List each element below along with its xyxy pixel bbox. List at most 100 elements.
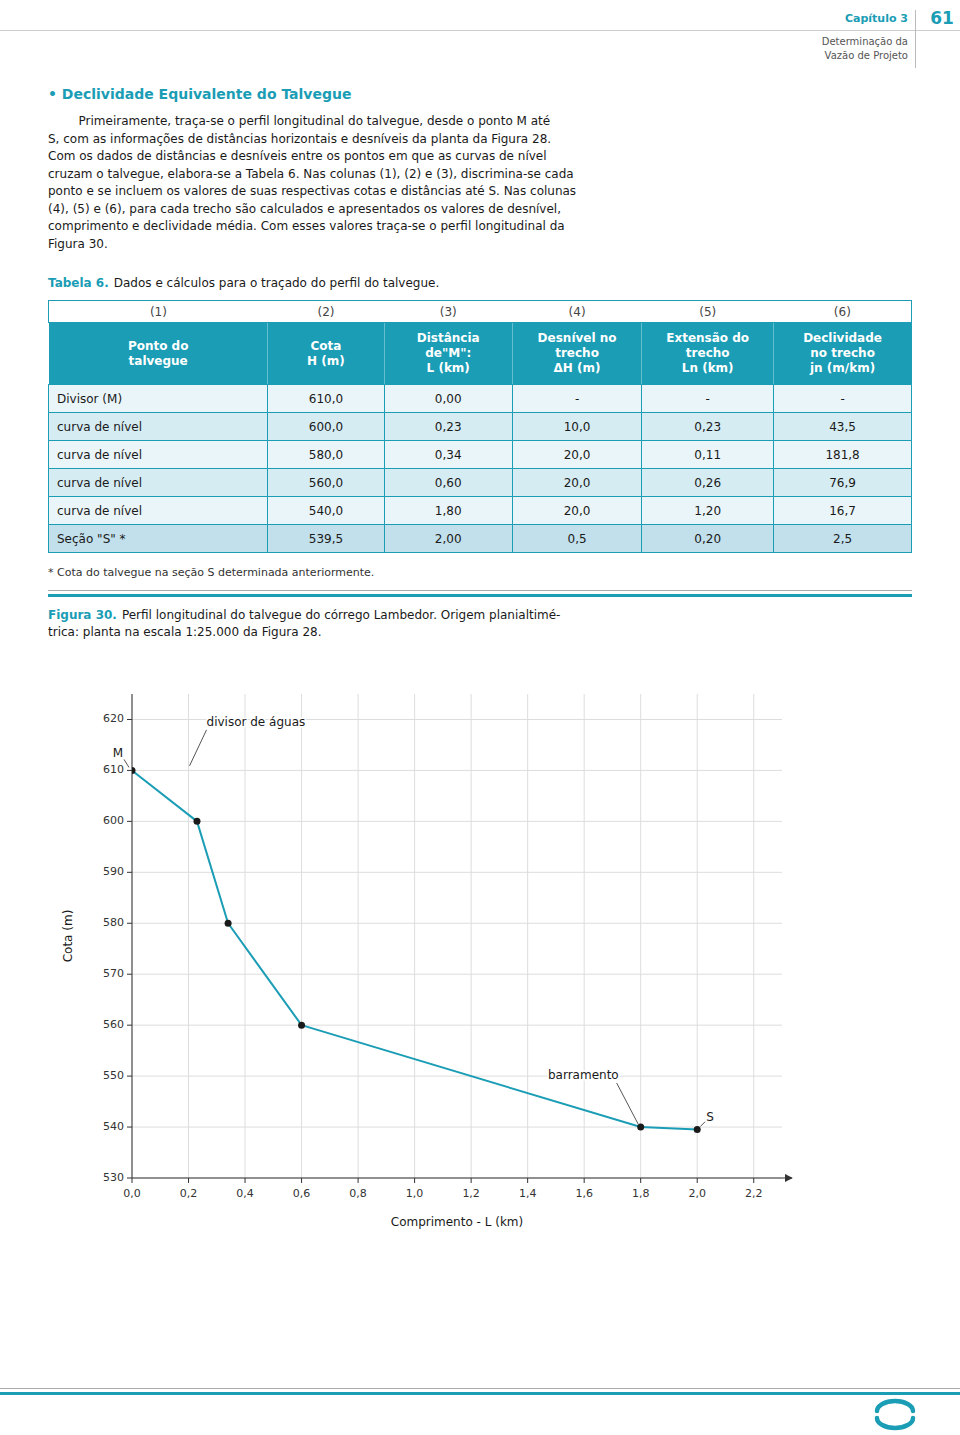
table-cell: Divisor (M) bbox=[49, 385, 268, 413]
column-header: Desnível notrechoΔH (m) bbox=[512, 323, 641, 385]
y-tick bbox=[127, 1025, 132, 1026]
column-header-line: no trecho bbox=[774, 346, 911, 361]
table-caption-text: Dados e cálculos para o traçado do perfi… bbox=[114, 276, 439, 290]
y-tick bbox=[127, 719, 132, 720]
table-cell: 0,34 bbox=[384, 441, 512, 469]
y-tick-label: 620 bbox=[103, 712, 124, 725]
grid-line-x bbox=[584, 694, 585, 1178]
annotation-leader bbox=[190, 730, 207, 766]
table-cell: 16,7 bbox=[774, 497, 912, 525]
x-tick bbox=[640, 1178, 641, 1183]
column-header-line: Extensão do bbox=[642, 331, 773, 346]
y-tick bbox=[127, 1127, 132, 1128]
profile-point bbox=[225, 920, 232, 927]
logo bbox=[870, 1396, 920, 1434]
x-tick-label: 1,8 bbox=[632, 1187, 650, 1200]
column-header-line: Ponto do bbox=[49, 339, 267, 354]
table-cell: 580,0 bbox=[268, 441, 384, 469]
annotation-leader bbox=[124, 759, 129, 767]
table-cell: 540,0 bbox=[268, 497, 384, 525]
column-header-line: L (km) bbox=[385, 361, 512, 376]
grid-line-x bbox=[527, 694, 528, 1178]
table-caption: Tabela 6. Dados e cálculos para o traçado… bbox=[48, 276, 439, 290]
grid-line-x bbox=[471, 694, 472, 1178]
profile-point bbox=[694, 1126, 701, 1133]
x-tick bbox=[301, 1178, 302, 1183]
grid-line-x bbox=[132, 694, 133, 1178]
subtitle: Determinação da bbox=[822, 36, 908, 47]
y-tick bbox=[127, 923, 132, 924]
table-cell: - bbox=[512, 385, 641, 413]
paragraph-line: S, com as informações de distâncias hori… bbox=[48, 132, 551, 147]
table-cell: 0,26 bbox=[642, 469, 774, 497]
grid-line-x bbox=[301, 694, 302, 1178]
bottom-separator-thick bbox=[0, 1392, 960, 1395]
number-row: (1)(2)(3)(4)(5)(6) bbox=[49, 301, 912, 323]
paragraph-line: (4), (5) e (6), para cada trecho são cal… bbox=[48, 202, 561, 217]
column-header: Ponto dotalvegue bbox=[49, 323, 268, 385]
plot-area bbox=[132, 767, 701, 1133]
x-tick-label: 0,6 bbox=[293, 1187, 311, 1200]
grid-line-x bbox=[358, 694, 359, 1178]
y-tick bbox=[127, 1076, 132, 1077]
figure-caption: Figura 30.Perfil longitudinal do talvegu… bbox=[48, 608, 560, 622]
column-header-line: de"M": bbox=[385, 346, 512, 361]
column-header-line: jn (m/km) bbox=[774, 361, 911, 376]
table-cell: 0,11 bbox=[642, 441, 774, 469]
column-header-line: H (m) bbox=[268, 354, 383, 369]
grid-line-x bbox=[414, 694, 415, 1178]
column-header: Extensão dotrechoLn (km) bbox=[642, 323, 774, 385]
table-cell: curva de nível bbox=[49, 469, 268, 497]
table-cell: 560,0 bbox=[268, 469, 384, 497]
table-cell: 610,0 bbox=[268, 385, 384, 413]
grid-line-y bbox=[132, 770, 782, 771]
x-tick-label: 2,0 bbox=[688, 1187, 706, 1200]
table-cell: 1,80 bbox=[384, 497, 512, 525]
table-label: Tabela 6. bbox=[48, 276, 109, 290]
header-row: Ponto dotalvegueCotaH (m)Distânciade"M":… bbox=[49, 323, 912, 385]
table-cell: 0,20 bbox=[642, 525, 774, 553]
table-row: curva de nível580,00,3420,00,11181,8 bbox=[49, 441, 912, 469]
table-cell: 43,5 bbox=[774, 413, 912, 441]
y-tick-label: 560 bbox=[103, 1018, 124, 1031]
figure-caption-line: trica: planta na escala 1:25.000 da Figu… bbox=[48, 625, 321, 639]
column-header: Distânciade"M":L (km) bbox=[384, 323, 512, 385]
column-header: CotaH (m) bbox=[268, 323, 384, 385]
grid-line-x bbox=[640, 694, 641, 1178]
header-rule bbox=[0, 30, 960, 31]
profile-line bbox=[132, 770, 697, 1129]
y-axis-line bbox=[132, 694, 133, 1178]
column-header-line: Declividade bbox=[774, 331, 911, 346]
data-table: (1)(2)(3)(4)(5)(6)Ponto dotalvegueCotaH … bbox=[48, 300, 912, 553]
annotation-leader bbox=[617, 1083, 639, 1125]
logo-arc-top bbox=[877, 1401, 913, 1411]
header-separator bbox=[915, 10, 916, 68]
page: Capítulo 361Determinação daVazão de Proj… bbox=[0, 0, 960, 1435]
y-tick bbox=[127, 1178, 132, 1179]
y-axis-label: Cota (m) bbox=[61, 910, 75, 963]
y-tick-label: 580 bbox=[103, 916, 124, 929]
table-row: curva de nível540,01,8020,01,2016,7 bbox=[49, 497, 912, 525]
table-cell: 0,5 bbox=[512, 525, 641, 553]
annotation: barramento bbox=[548, 1068, 619, 1082]
column-header-line: Distância bbox=[385, 331, 512, 346]
table-cell: 20,0 bbox=[512, 441, 641, 469]
y-tick-label: 530 bbox=[103, 1171, 124, 1184]
paragraph-line: Figura 30. bbox=[48, 237, 108, 252]
x-tick-label: 0,0 bbox=[123, 1187, 141, 1200]
paragraph-line: cruzam o talvegue, elabora-se a Tabela 6… bbox=[48, 167, 574, 182]
page-number: 61 bbox=[926, 8, 958, 28]
table-row: Divisor (M)610,00,00--- bbox=[49, 385, 912, 413]
grid-line-y bbox=[132, 1076, 782, 1077]
column-number: (6) bbox=[774, 301, 912, 323]
annotation: S bbox=[706, 1110, 714, 1124]
column-number: (2) bbox=[268, 301, 384, 323]
table-cell: 1,20 bbox=[642, 497, 774, 525]
grid bbox=[132, 694, 782, 1178]
figure-caption-text: Perfil longitudinal do talvegue do córre… bbox=[122, 608, 561, 622]
y-tick bbox=[127, 821, 132, 822]
bottom-separator-thin bbox=[0, 1388, 960, 1389]
table-row: curva de nível600,00,2310,00,2343,5 bbox=[49, 413, 912, 441]
annotations: Mdivisor de águasSbarramento bbox=[113, 715, 714, 1127]
column-header-line: trecho bbox=[642, 346, 773, 361]
